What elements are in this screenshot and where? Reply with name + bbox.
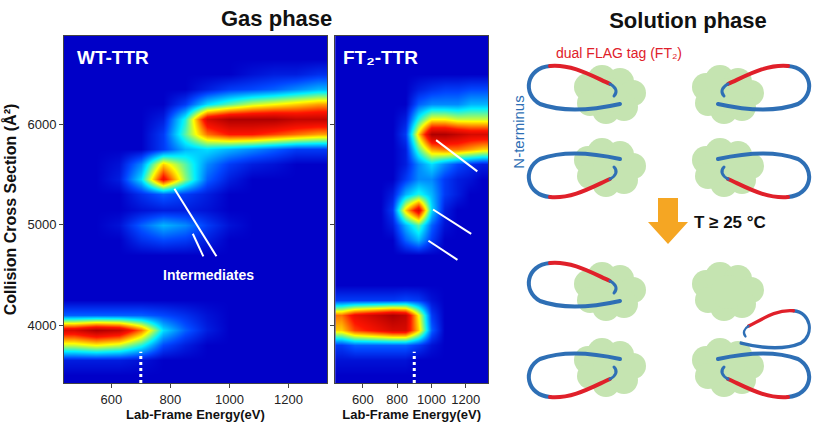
svg-text:Gas phase: Gas phase <box>221 6 332 31</box>
svg-text:T ≥ 25 °C: T ≥ 25 °C <box>694 213 766 232</box>
svg-text:Collision Cross Section (Å²): Collision Cross Section (Å²) <box>1 104 19 316</box>
svg-text:WT-TTR: WT-TTR <box>77 47 149 68</box>
svg-text:1000: 1000 <box>417 392 446 407</box>
svg-text:dual FLAG tag (FT₂): dual FLAG tag (FT₂) <box>556 45 682 61</box>
svg-text:6000: 6000 <box>27 117 56 132</box>
svg-text:Lab-Frame Energy(eV): Lab-Frame Energy(eV) <box>342 407 481 422</box>
svg-text:4000: 4000 <box>27 318 56 333</box>
svg-text:600: 600 <box>100 392 122 407</box>
svg-text:1200: 1200 <box>274 392 303 407</box>
svg-text:1000: 1000 <box>215 392 244 407</box>
svg-text:Solution phase: Solution phase <box>609 8 767 33</box>
svg-text:FT₂-TTR: FT₂-TTR <box>343 47 418 68</box>
svg-text:800: 800 <box>386 392 408 407</box>
svg-text:N-terminus: N-terminus <box>510 95 527 168</box>
svg-text:1200: 1200 <box>451 392 480 407</box>
svg-text:600: 600 <box>352 392 374 407</box>
svg-text:800: 800 <box>159 392 181 407</box>
svg-text:Intermediates: Intermediates <box>163 267 254 283</box>
svg-text:Lab-Frame Energy(eV): Lab-Frame Energy(eV) <box>126 407 265 422</box>
svg-text:5000: 5000 <box>27 217 56 232</box>
